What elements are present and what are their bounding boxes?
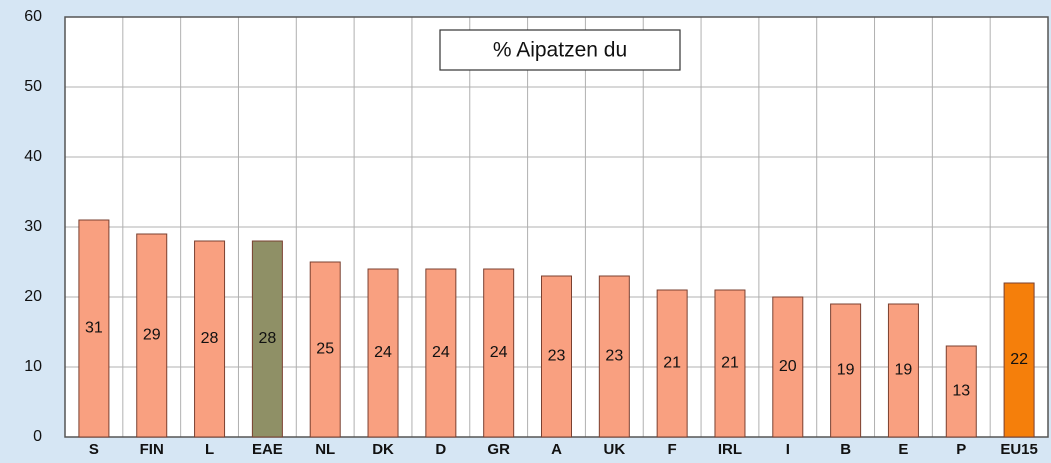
bar xyxy=(483,268,515,438)
value-label: 24 xyxy=(374,344,392,361)
bar xyxy=(598,275,630,438)
value-label: 28 xyxy=(258,330,276,347)
bar xyxy=(78,219,110,438)
value-label: 28 xyxy=(201,330,219,347)
x-tick-label: UK xyxy=(603,441,625,458)
x-tick-label: EAE xyxy=(252,441,283,458)
x-tick-label: D xyxy=(435,441,446,458)
chart-title: % Aipatzen du xyxy=(493,39,627,62)
bar xyxy=(830,303,862,438)
bar xyxy=(194,240,226,438)
x-tick-label: I xyxy=(786,441,790,458)
bar xyxy=(714,289,746,438)
value-label: 21 xyxy=(721,355,739,372)
x-tick-label: S xyxy=(89,441,99,458)
bar xyxy=(136,233,168,438)
value-label: 20 xyxy=(779,358,797,375)
value-label: 19 xyxy=(895,362,913,379)
bar xyxy=(251,240,283,438)
value-label: 13 xyxy=(952,383,970,400)
x-tick-label: P xyxy=(956,441,966,458)
bar xyxy=(887,303,919,438)
bar xyxy=(1003,282,1035,438)
value-label: 21 xyxy=(663,355,681,372)
y-tick-label: 50 xyxy=(24,78,42,95)
x-tick-label: FIN xyxy=(140,441,164,458)
bar xyxy=(772,296,804,438)
value-label: 31 xyxy=(85,320,103,337)
bar xyxy=(945,345,977,438)
x-tick-label: DK xyxy=(372,441,394,458)
x-tick-label: B xyxy=(840,441,851,458)
value-label: 29 xyxy=(143,327,161,344)
y-tick-label: 30 xyxy=(24,218,42,235)
x-tick-label: L xyxy=(205,441,214,458)
value-label: 19 xyxy=(837,362,855,379)
value-label: 22 xyxy=(1010,351,1028,368)
x-tick-label: F xyxy=(668,441,677,458)
value-label: 25 xyxy=(316,341,334,358)
bar xyxy=(656,289,688,438)
x-tick-label: A xyxy=(551,441,562,458)
title-box xyxy=(439,29,681,71)
bar xyxy=(541,275,572,438)
y-tick-label: 40 xyxy=(24,148,42,165)
value-label: 24 xyxy=(432,344,450,361)
value-label: 24 xyxy=(490,344,508,361)
bar xyxy=(425,268,457,438)
x-tick-label: GR xyxy=(487,441,510,458)
bar xyxy=(367,268,399,438)
x-tick-label: IRL xyxy=(718,441,742,458)
x-tick-label: EU15 xyxy=(1000,441,1038,458)
value-label: 23 xyxy=(548,348,566,365)
value-label: 23 xyxy=(605,348,623,365)
y-tick-label: 20 xyxy=(24,288,42,305)
y-tick-label: 10 xyxy=(24,358,42,375)
y-tick-label: 0 xyxy=(33,428,42,445)
bar xyxy=(309,261,341,438)
x-tick-label: NL xyxy=(315,441,335,458)
x-tick-label: E xyxy=(898,441,908,458)
y-tick-label: 60 xyxy=(24,8,42,25)
